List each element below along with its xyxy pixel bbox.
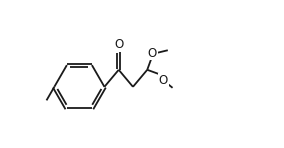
Text: O: O bbox=[159, 74, 168, 87]
Text: O: O bbox=[148, 47, 157, 59]
Text: O: O bbox=[114, 38, 123, 51]
